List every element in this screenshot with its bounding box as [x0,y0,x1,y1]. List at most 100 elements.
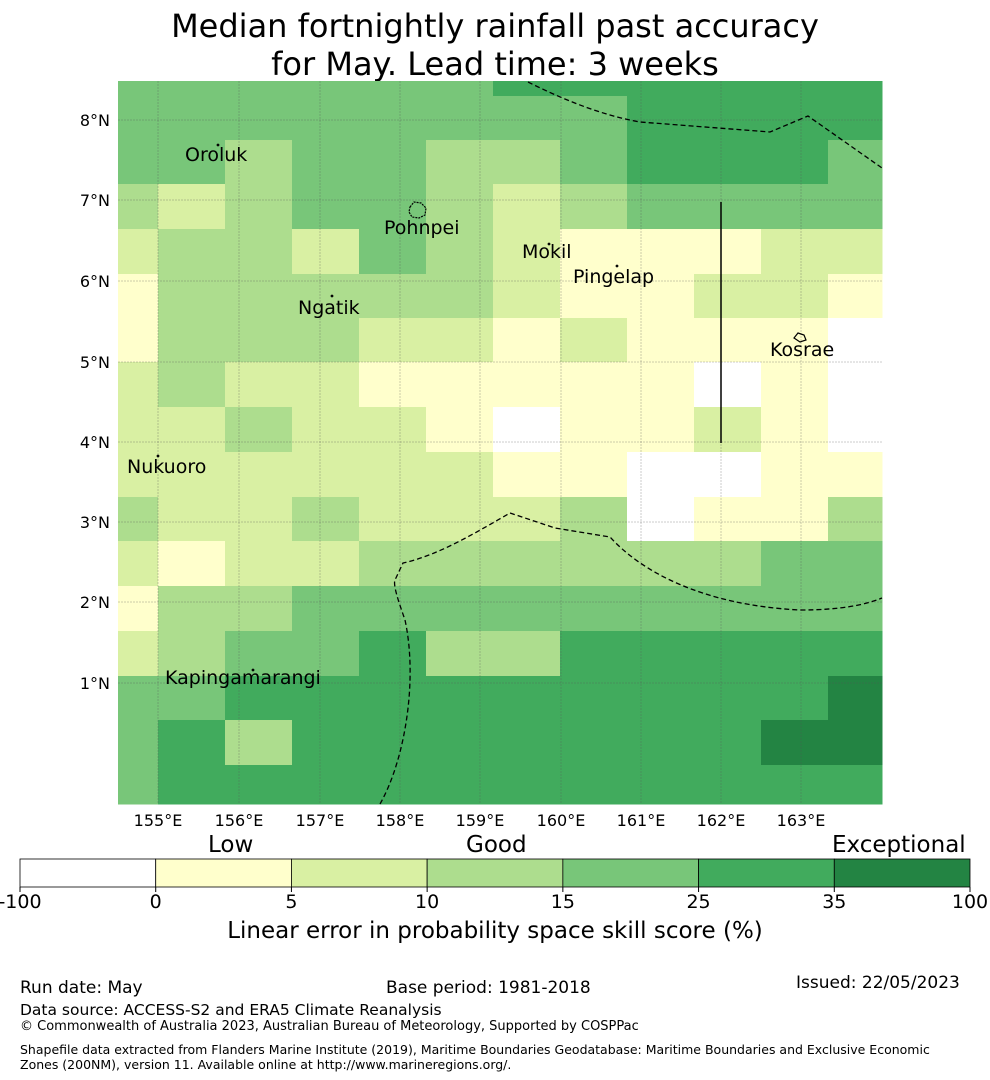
colorbar-swatch [562,858,699,888]
skill-cell [225,362,293,408]
skill-cell [359,96,427,141]
skill-cell [426,676,494,721]
skill-cell [158,140,226,185]
skill-cell [560,407,628,453]
skill-cell [426,81,494,97]
skill-cell [694,720,762,766]
skill-cell [158,96,226,141]
skill-cell [560,362,628,408]
skill-cell [292,81,360,97]
skill-cell [292,586,360,632]
skill-cell [761,318,829,363]
skill-cell [828,452,883,498]
skill-cell [118,318,159,363]
skill-cell [694,765,762,805]
skill-cell [225,96,293,141]
skill-cell [493,81,561,97]
skill-cell [761,720,829,766]
skill-cell [158,81,226,97]
lat-tick-label: 7°N [80,191,110,210]
skill-cell [158,541,226,587]
skill-cell [292,140,360,185]
place-label-mokil: Mokil [522,241,572,263]
skill-cell [118,541,159,587]
skill-cell [359,497,427,542]
nukuoro-island-dot [156,454,160,458]
skill-cell [292,318,360,363]
skill-cell [761,81,829,97]
skill-cell [627,452,695,498]
skill-cell [225,184,293,230]
skill-cell [627,586,695,632]
skill-cell [694,96,762,141]
skill-cell [627,96,695,141]
lon-tick-label: 163°E [777,811,826,830]
pingelap-island-dot [615,264,619,268]
lon-tick-label: 161°E [617,811,666,830]
skill-cell [225,452,293,498]
skill-cell [359,452,427,498]
skill-cell [225,140,293,185]
lat-tick-label: 4°N [80,433,110,452]
skill-cell [761,140,829,185]
skill-cell [359,229,427,275]
skill-cell [292,541,360,587]
skill-cell [560,631,628,677]
oroluk-island-dot [216,143,220,147]
skill-cell [426,229,494,275]
place-label-pingelap: Pingelap [573,266,654,288]
skill-cell [225,586,293,632]
lon-tick-label: 156°E [215,811,264,830]
skill-cell [828,720,883,766]
skill-cell [292,274,360,319]
skill-cell [118,81,159,97]
skill-cell [560,765,628,805]
skill-cell [118,362,159,408]
skill-cell [225,765,293,805]
skill-cell [627,631,695,677]
colorbar-tick-label: 5 [285,891,297,913]
skill-cell [118,720,159,766]
skill-cell [426,452,494,498]
skill-cell [426,541,494,587]
colorbar-swatch [833,858,971,888]
skill-cell [694,274,762,319]
skill-cell [828,318,883,363]
skill-cell [225,631,293,677]
skill-cell [426,318,494,363]
lon-tick-label: 159°E [456,811,505,830]
skill-cell [694,452,762,498]
skill-cell [118,586,159,632]
eez-boundary-south [379,512,883,805]
skill-cell [158,407,226,453]
place-label-oroluk: Oroluk [185,144,247,166]
skill-cell [627,407,695,453]
skill-cell [359,541,427,587]
data-source: Data source: ACCESS-S2 and ERA5 Climate … [20,1001,442,1019]
skill-cell [828,541,883,587]
skill-cell [761,452,829,498]
skill-cell [118,452,159,498]
skill-cell [560,184,628,230]
skill-cell [560,81,628,97]
skill-cell [118,765,159,805]
skill-cell [761,274,829,319]
skill-cell [694,631,762,677]
skill-cell [158,274,226,319]
skill-cell [359,631,427,677]
skill-cell [426,765,494,805]
skill-cell [694,676,762,721]
skill-cell [359,140,427,185]
lat-tick-label: 6°N [80,272,110,291]
map-title-line-2: for May. Lead time: 3 weeks [271,45,719,83]
map-title-line-1: Median fortnightly rainfall past accurac… [171,7,819,45]
lon-tick-label: 162°E [697,811,746,830]
colorbar-title: Linear error in probability space skill … [227,918,763,944]
skill-cell [560,720,628,766]
skill-cell [158,586,226,632]
lon-tick-label: 155°E [134,811,183,830]
lat-tick-label: 2°N [80,593,110,612]
lon-tick-label: 160°E [537,811,586,830]
skill-cell [493,541,561,587]
skill-cell [426,274,494,319]
